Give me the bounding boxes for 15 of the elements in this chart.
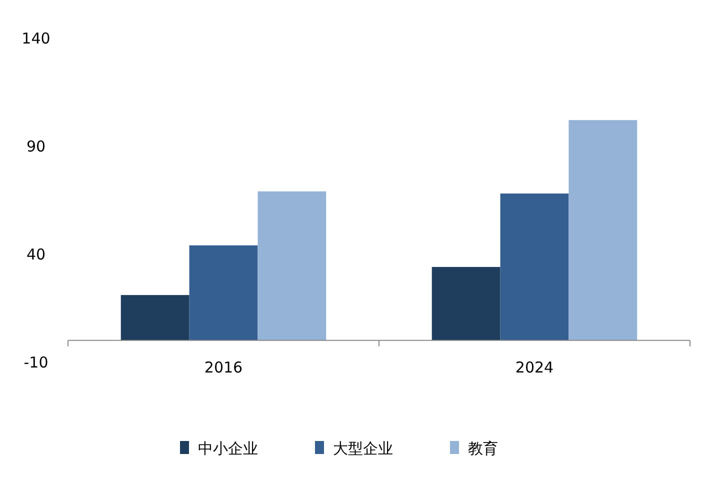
x-tick-label: 2024 — [515, 358, 554, 376]
legend-label: 中小企业 — [198, 439, 258, 458]
legend-label: 大型企业 — [333, 439, 393, 458]
bar — [432, 266, 500, 340]
bar — [568, 120, 638, 340]
bar — [189, 245, 258, 340]
y-tick-label: -10 — [24, 353, 48, 372]
y-tick-label: 140 — [22, 29, 50, 48]
x-tick-label: 2016 — [204, 358, 243, 376]
y-tick-label: 90 — [26, 137, 46, 156]
bar — [500, 194, 569, 340]
y-tick-label: 40 — [26, 245, 46, 264]
bar — [120, 295, 190, 340]
bar — [258, 191, 326, 340]
legend-label: 教育 — [468, 439, 498, 458]
